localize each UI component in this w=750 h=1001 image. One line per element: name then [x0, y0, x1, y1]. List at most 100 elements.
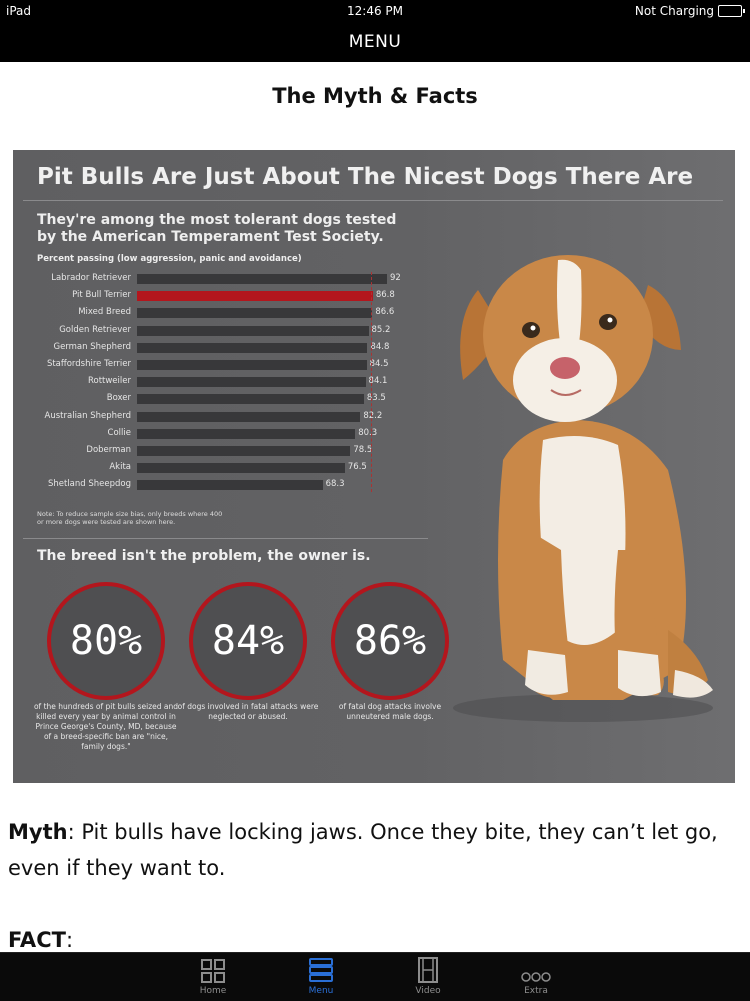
grid-icon	[201, 959, 225, 983]
bar-category-label: Mixed Breed	[78, 307, 131, 318]
bar-value-label: 76.5	[347, 462, 367, 473]
infographic: Pit Bulls Are Just About The Nicest Dogs…	[13, 150, 735, 783]
stat-circle-3: 86%	[331, 582, 449, 700]
bar	[137, 308, 373, 319]
stat-circle-1: 80%	[47, 582, 165, 700]
divider	[23, 200, 723, 201]
tab-label: Menu	[308, 986, 334, 996]
tab-extra[interactable]: Extra	[496, 953, 576, 1001]
bar-value-label: 92	[390, 273, 401, 283]
bar-category-label: Staffordshire Terrier	[46, 359, 131, 369]
bar-value-label: 68.3	[325, 479, 345, 490]
bar-value-label: 82.2	[363, 410, 383, 421]
bar-category-label: Australian Shepherd	[44, 410, 131, 421]
tab-label: Video	[415, 986, 441, 996]
bar-value-label: 84.8	[370, 341, 390, 352]
bar	[137, 446, 351, 456]
bar	[137, 325, 369, 336]
myth-text: : Pit bulls have locking jaws. Once they…	[8, 820, 718, 880]
bar-row: German Shepherd 84.8	[13, 341, 433, 355]
myth-paragraph: Myth: Pit bulls have locking jaws. Once …	[8, 814, 738, 886]
chart-note: Note: To reduce sample size bias, only b…	[37, 510, 297, 526]
tab-bar: Home Menu Video Extra	[0, 952, 750, 1001]
bar-value-label: 84.1	[368, 376, 388, 387]
fact-paragraph: FACT:	[8, 922, 738, 952]
content-area[interactable]: The Myth & Facts Pit Bulls Are Just Abou…	[0, 62, 750, 952]
bar-value-label: 84.5	[369, 359, 389, 369]
bar-category-label: German Shepherd	[53, 341, 131, 352]
bar-category-label: Boxer	[106, 393, 131, 404]
note-line: Note: To reduce sample size bias, only b…	[37, 510, 223, 518]
tab-home[interactable]: Home	[173, 953, 253, 1001]
film-icon	[418, 957, 438, 983]
more-icon	[521, 972, 551, 982]
bar	[137, 463, 345, 474]
infographic-subtitle: They're among the most tolerant dogs tes…	[37, 212, 396, 246]
stat-desc-3: of fatal dog attacks involve unneutered …	[338, 702, 442, 721]
bar-row: Doberman 78.5	[13, 444, 433, 458]
bar	[137, 342, 368, 353]
bar-category-label: Doberman	[86, 445, 131, 455]
subtitle-line: They're among the most tolerant dogs tes…	[37, 212, 397, 228]
clock: 12:46 PM	[347, 4, 403, 18]
nav-bar: MENU	[0, 22, 750, 62]
bar-value-label: 83.5	[366, 393, 386, 404]
bar-value-label: 86.6	[375, 307, 395, 318]
bar-row: Shetland Sheepdog 68.3	[13, 478, 433, 492]
bar	[137, 291, 373, 302]
stat-desc-2: of dogs involved in fatal attacks were n…	[177, 702, 319, 721]
bar	[137, 394, 364, 405]
bar-row: Boxer 83.5	[13, 392, 433, 406]
bar-category-label: Pit Bull Terrier	[72, 290, 131, 301]
status-right: Not Charging	[634, 4, 745, 18]
bar-row: Golden Retriever 85.2	[13, 324, 433, 338]
bar-value-label: 78.5	[353, 445, 373, 455]
nav-title: MENU	[348, 32, 402, 52]
tab-video[interactable]: Video	[388, 953, 468, 1001]
bar-value-label: 85.2	[371, 324, 391, 335]
subtitle-line: by the American Temperament Test Society…	[37, 229, 384, 245]
reference-line	[371, 272, 372, 492]
bar	[137, 480, 323, 491]
tab-label: Home	[199, 986, 227, 996]
bar-row: Staffordshire Terrier 84.5	[13, 358, 433, 372]
bar-row: Mixed Breed 86.6	[13, 306, 433, 320]
bar-row: Labrador Retriever 92	[13, 272, 433, 286]
battery-icon	[718, 5, 745, 17]
bar-value-label: 80.3	[358, 427, 378, 438]
bar-category-label: Shetland Sheepdog	[47, 479, 131, 490]
bar-row: Collie 80.3	[13, 427, 433, 441]
bar-row: Pit Bull Terrier 86.8	[13, 289, 433, 303]
bar	[137, 274, 387, 284]
bar	[137, 411, 361, 422]
puppy-illustration	[453, 255, 713, 722]
fact-label: FACT	[8, 928, 66, 952]
myth-label: Myth	[8, 820, 68, 844]
bar	[137, 377, 366, 388]
page-title: The Myth & Facts	[272, 84, 478, 108]
bar-row: Akita 76.5	[13, 461, 433, 475]
infographic-title: Pit Bulls Are Just About The Nicest Dogs…	[37, 164, 694, 190]
bar	[137, 428, 356, 439]
status-bar: iPad 12:46 PM Not Charging	[0, 0, 750, 22]
tab-label: Extra	[524, 986, 548, 996]
device-label: iPad	[6, 4, 32, 18]
list-icon	[309, 958, 333, 982]
bar	[137, 360, 367, 370]
chart-caption: Percent passing (low aggression, panic a…	[37, 254, 302, 264]
tab-menu[interactable]: Menu	[281, 953, 361, 1001]
bar-category-label: Golden Retriever	[59, 324, 131, 335]
note-line: or more dogs were tested are shown here.	[37, 518, 176, 526]
divider	[23, 538, 428, 539]
bar-value-label: 86.8	[375, 290, 395, 301]
charging-label: Not Charging	[634, 4, 714, 18]
bar-row: Australian Shepherd 82.2	[13, 410, 433, 424]
bar-category-label: Collie	[107, 427, 131, 438]
bar-category-label: Labrador Retriever	[51, 273, 131, 283]
fact-text: :	[65, 928, 74, 952]
breed-statement: The breed isn't the problem, the owner i…	[37, 548, 371, 564]
bar-category-label: Akita	[109, 462, 131, 473]
bar-category-label: Rottweiler	[87, 376, 131, 387]
stat-circle-2: 84%	[189, 582, 307, 700]
stat-desc-1: of the hundreds of pit bulls seized and …	[33, 702, 179, 751]
